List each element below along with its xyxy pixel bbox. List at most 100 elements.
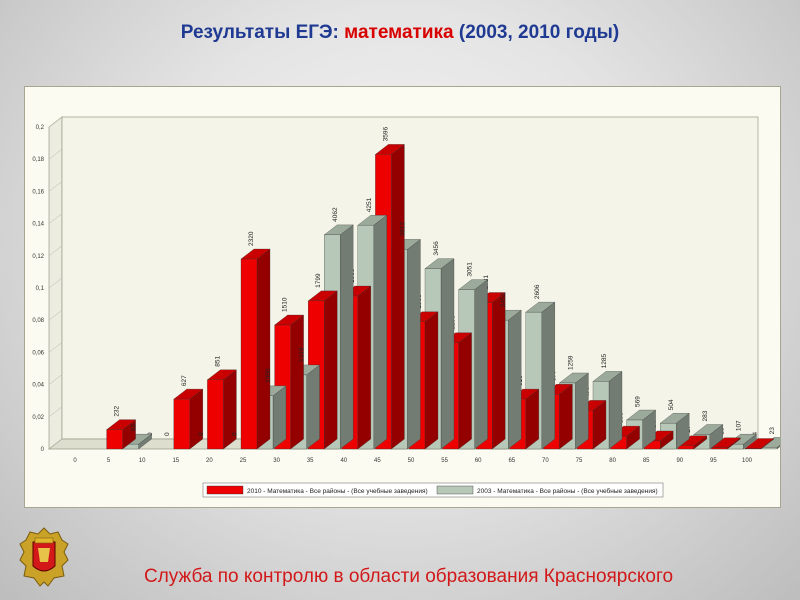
footer-text: Служба по контролю в области образования… (144, 566, 674, 587)
value-label-2003: 1259 (567, 355, 574, 370)
y-tick-label: 0,14 (32, 222, 44, 228)
bar-side (189, 388, 203, 450)
y-tick-label: 0,16 (32, 189, 44, 195)
value-label-2003: 4062 (332, 207, 339, 222)
value-label-2003: 283 (702, 410, 709, 421)
value-label-2003: 1285 (601, 354, 608, 369)
bar-side (223, 369, 237, 450)
bar-side (541, 301, 555, 450)
bar-front (106, 429, 123, 450)
value-label-2003: 65 (131, 424, 138, 432)
bar-front (240, 258, 258, 450)
y-gridline-side (48, 310, 63, 321)
y-tick-label: 0,12 (32, 254, 44, 260)
bar-side (474, 279, 488, 450)
y-gridline-side (48, 342, 63, 353)
y-gridline-side (48, 374, 63, 385)
legend-swatch-2003 (436, 485, 474, 495)
bar-side (508, 309, 522, 450)
page-title: Результаты ЕГЭ: математика (2003, 2010 г… (0, 22, 800, 44)
y-tick-label: 0 (41, 447, 45, 453)
bar-front (207, 379, 224, 450)
value-label-2003: 1050 (265, 368, 272, 383)
y-tick-label: 0,04 (32, 383, 44, 389)
y-gridline-side (48, 181, 63, 192)
y-gridline-side (48, 277, 63, 289)
value-label-2003: 4251 (366, 197, 373, 212)
chart-panel: 0 0,02 0,04 0,06 0,08 0,1 0,12 0,14 0,16 0,18 0,2 0… (24, 86, 781, 508)
y-tick-label: 0,1 (36, 286, 45, 292)
x-tick-label: 25 (240, 458, 247, 464)
x-tick-label: 100 (742, 458, 753, 464)
value-label-2010: 4 (752, 432, 759, 436)
value-label-2010: 232 (114, 405, 121, 416)
x-tick-label: 30 (273, 458, 280, 464)
value-label-2003: 23 (769, 427, 776, 435)
x-tick-label: 80 (609, 458, 616, 464)
bar-2010 (106, 419, 137, 450)
x-tick-label: 15 (172, 458, 179, 464)
bar-side (272, 385, 287, 450)
bar-2010 (710, 437, 741, 450)
y-tick-label: 0,06 (32, 350, 44, 356)
legend-box (202, 482, 664, 498)
legend-swatch-2010 (206, 485, 244, 495)
y-tick-label: 0,2 (36, 125, 45, 131)
bar-front (711, 447, 728, 450)
x-tick-label: 0 (73, 458, 77, 464)
x-tick-label: 20 (206, 458, 213, 464)
value-label-2003: 107 (735, 420, 742, 431)
bar-side (290, 314, 304, 450)
y-tick-label: 0,08 (32, 318, 44, 324)
bar-side (559, 383, 573, 450)
x-tick-label: 65 (508, 458, 515, 464)
value-label-2003: 3051 (467, 262, 474, 277)
x-tick-label: 75 (576, 458, 583, 464)
value-label-2003: 2606 (534, 284, 541, 299)
value-label-2010: 2320 (248, 231, 255, 246)
bar-side (306, 364, 320, 450)
value-label-2010: 1799 (315, 273, 322, 288)
x-tick-label: 55 (441, 458, 448, 464)
bar-front (173, 398, 190, 450)
bar-side (440, 258, 455, 450)
value-label-2010: 0 (147, 432, 154, 436)
bar-side (608, 371, 623, 450)
x-tick-label: 95 (710, 458, 717, 464)
bar-side (256, 248, 271, 450)
x-tick-label: 35 (307, 458, 314, 464)
bar-2010 (206, 369, 237, 450)
value-label-2003: 1419 (299, 347, 306, 362)
y-gridline-side (48, 438, 63, 450)
value-label-2003: 3812 (399, 222, 406, 237)
bar-side (357, 285, 371, 450)
y-tick-label: 0,18 (32, 157, 44, 163)
bar-side (424, 311, 439, 450)
bar-side (391, 144, 405, 450)
y-gridline-side (48, 213, 63, 224)
bar-side (373, 214, 387, 450)
x-tick-label: 70 (542, 458, 549, 464)
value-label-2003: 2452 (500, 292, 507, 307)
x-tick-label: 90 (676, 458, 683, 464)
bar-front (760, 447, 778, 450)
x-tick-label: 10 (139, 458, 146, 464)
value-label-2003: 0 (164, 432, 171, 436)
title-prefix: Результаты ЕГЭ: (180, 22, 345, 43)
bar-2010 (240, 248, 271, 450)
value-label-2010: 627 (181, 375, 188, 386)
bar-side (324, 290, 338, 450)
bar-side (340, 224, 354, 450)
title-suffix: (2003, 2010 годы) (453, 22, 620, 43)
value-label-2003: 569 (635, 396, 642, 407)
y-gridline-side (48, 149, 63, 160)
x-tick-label: 60 (475, 458, 482, 464)
bar-side (458, 332, 472, 450)
title-subject: математика (344, 22, 454, 43)
bar-side (525, 388, 539, 450)
chart-legend: 2010 - Математика - Все районы - (Все уч… (202, 482, 664, 498)
krasnoyarsk-coat-of-arms-icon (18, 526, 70, 590)
x-tick-label: 5 (107, 458, 111, 464)
legend-label-2010: 2010 - Математика - Все районы - (Все уч… (247, 487, 428, 495)
y-gridline-side (48, 116, 63, 128)
